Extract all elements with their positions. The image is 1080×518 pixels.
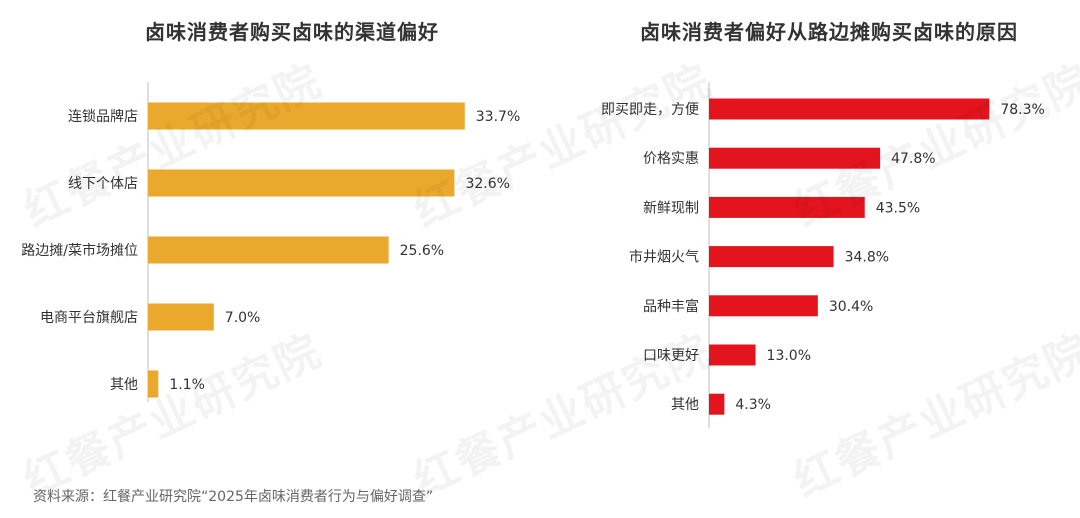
bar	[148, 236, 389, 264]
category-label: 即买即走，方便	[601, 102, 699, 118]
left-chart-title: 卤味消费者购买卤味的渠道偏好	[145, 20, 439, 44]
category-label: 其他	[110, 377, 138, 393]
bar	[709, 98, 990, 120]
bar	[148, 169, 455, 197]
category-label: 新鲜现制	[643, 200, 699, 216]
data-label: 1.1%	[169, 377, 205, 393]
data-label: 33.7%	[476, 109, 520, 125]
bar	[709, 295, 818, 317]
data-label: 43.5%	[876, 200, 920, 216]
data-label: 4.3%	[735, 397, 771, 413]
category-label: 价格实惠	[643, 151, 699, 167]
category-label: 电商平台旗舰店	[40, 310, 138, 326]
category-label: 品种丰富	[643, 298, 699, 315]
data-label: 7.0%	[225, 310, 261, 326]
data-label: 32.6%	[465, 176, 509, 192]
bar	[709, 344, 756, 366]
bar	[709, 147, 881, 169]
data-label: 78.3%	[1000, 102, 1044, 118]
data-label: 30.4%	[829, 299, 873, 315]
data-label: 25.6%	[400, 243, 444, 259]
bar	[709, 393, 725, 415]
bar	[709, 246, 834, 268]
category-label: 口味更好	[643, 348, 699, 364]
category-label: 线下个体店	[68, 176, 138, 192]
category-label: 市井烟火气	[629, 249, 699, 266]
category-label: 其他	[671, 397, 699, 413]
data-label: 47.8%	[891, 151, 935, 167]
category-label: 连锁品牌店	[68, 108, 138, 125]
bar	[709, 196, 865, 218]
category-label: 路边摊/菜市场摊位	[21, 242, 138, 259]
right-chart-title: 卤味消费者偏好从路边摊购买卤味的原因	[640, 20, 1018, 44]
bar	[148, 303, 214, 331]
bar	[148, 370, 159, 398]
data-label: 34.8%	[845, 250, 889, 266]
source-note: 资料来源：红餐产业研究院“2025年卤味消费者行为与偏好调查”	[33, 489, 434, 505]
data-label: 13.0%	[767, 348, 811, 364]
bar	[148, 102, 465, 130]
